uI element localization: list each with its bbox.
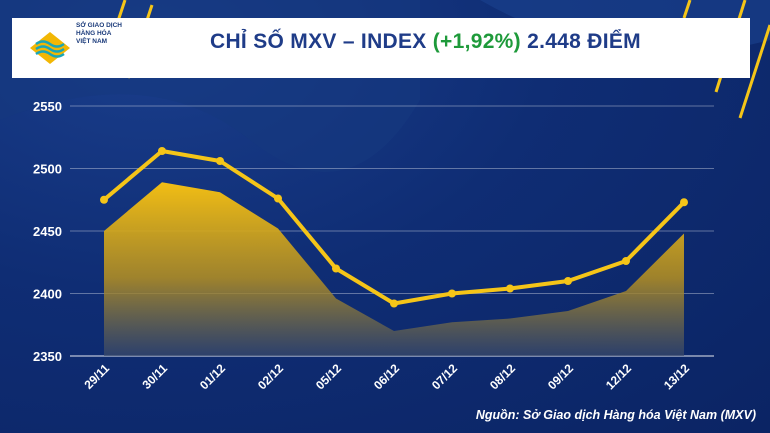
x-tick-label: 12/12 xyxy=(603,361,634,392)
y-tick-label: 2550 xyxy=(33,99,62,114)
data-point xyxy=(680,198,688,207)
data-point xyxy=(564,277,572,285)
data-point xyxy=(332,264,340,273)
chart-title: CHỈ SỐ MXV – INDEX (+1,92%) 2.448 ĐIỂM xyxy=(210,30,641,54)
line-series xyxy=(100,147,688,308)
data-point xyxy=(390,299,398,308)
title-suffix: 2.448 ĐIỂM xyxy=(520,30,641,53)
title-banner xyxy=(12,18,750,78)
data-point xyxy=(622,257,630,265)
y-axis: 2350 2400 2450 2500 2550 xyxy=(33,99,62,364)
title-prefix: CHỈ SỐ MXV – INDEX xyxy=(210,30,433,53)
y-tick-label: 2450 xyxy=(33,224,62,239)
x-tick-label: 05/12 xyxy=(313,361,344,392)
x-tick-label: 06/12 xyxy=(371,361,402,392)
area-series xyxy=(104,182,684,356)
source-note: Nguồn: Sở Giao dịch Hàng hóa Việt Nam (M… xyxy=(475,408,756,422)
x-axis: 29/11 30/11 01/12 02/12 05/12 06/12 07/12 08/12… xyxy=(81,361,692,392)
x-tick-label: 07/12 xyxy=(429,361,460,392)
mxv-logo xyxy=(16,18,126,78)
x-tick-label: 08/12 xyxy=(487,361,518,392)
x-tick-label: 29/11 xyxy=(81,361,112,392)
data-point xyxy=(216,157,224,165)
logo-line: HÀNG HÓA xyxy=(76,30,112,37)
y-tick-label: 2400 xyxy=(33,287,62,302)
decor-stripe xyxy=(738,24,770,119)
y-tick-label: 2500 xyxy=(33,162,62,177)
x-tick-label: 13/12 xyxy=(661,361,692,392)
data-point xyxy=(158,147,166,155)
logo-line: VIỆT NAM xyxy=(76,38,108,45)
x-tick-label: 09/12 xyxy=(545,361,576,392)
logo-line: SỞ GIAO DỊCH xyxy=(76,22,122,29)
data-point xyxy=(100,195,108,204)
decor-stripe xyxy=(682,0,692,19)
x-tick-label: 01/12 xyxy=(197,361,228,392)
x-tick-label: 02/12 xyxy=(255,361,286,392)
x-tick-label: 30/11 xyxy=(139,361,170,392)
data-point xyxy=(274,194,282,203)
data-point xyxy=(506,284,514,293)
title-change: (+1,92%) xyxy=(432,30,521,53)
logo-mark-icon xyxy=(30,32,70,64)
y-tick-label: 2350 xyxy=(33,349,62,364)
area-fill xyxy=(104,182,684,356)
logo-text: SỞ GIAO DỊCH HÀNG HÓA VIỆT NAM xyxy=(76,22,136,46)
data-point xyxy=(448,289,456,298)
